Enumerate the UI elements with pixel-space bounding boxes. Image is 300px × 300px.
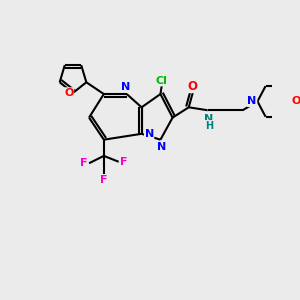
Text: O: O [64, 88, 74, 98]
Text: N: N [145, 129, 154, 139]
Text: N: N [204, 114, 214, 124]
Text: F: F [100, 175, 108, 185]
Text: N: N [157, 142, 167, 152]
Text: H: H [205, 121, 213, 130]
Text: F: F [80, 158, 88, 168]
Text: F: F [120, 157, 127, 167]
Text: O: O [188, 80, 198, 93]
Text: O: O [291, 96, 300, 106]
Text: Cl: Cl [156, 76, 168, 86]
Text: N: N [248, 96, 257, 106]
Text: N: N [121, 82, 130, 92]
